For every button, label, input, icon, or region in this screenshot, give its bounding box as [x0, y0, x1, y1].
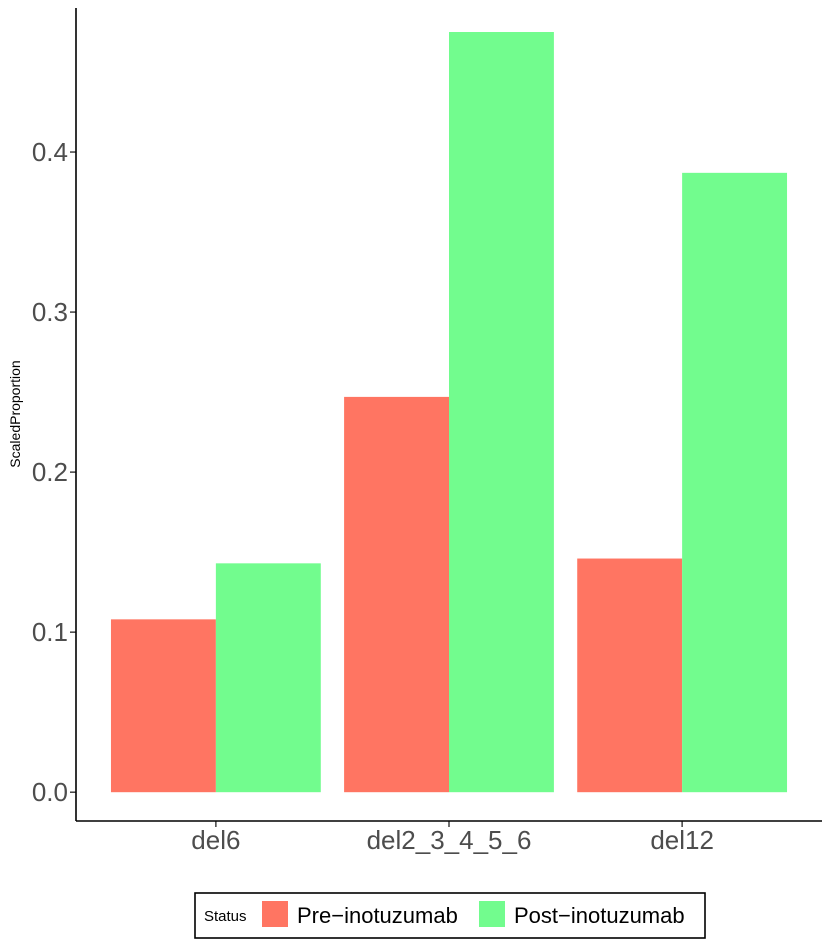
bar-del12-pre: [577, 558, 683, 793]
legend-label-post: Post−inotuzumab: [514, 903, 685, 928]
legend-label-pre: Pre−inotuzumab: [297, 903, 458, 928]
y-tick-label: 0.3: [32, 297, 68, 327]
x-tick-label: del12: [650, 825, 714, 855]
bar-del6-pre: [110, 619, 216, 793]
legend-box: [194, 892, 706, 939]
x-tick-label: del6: [191, 825, 240, 855]
legend-swatch-post: [479, 901, 505, 927]
bar-del2_3_4_5_6-post: [449, 32, 554, 793]
legend: Status Pre−inotuzumab Post−inotuzumab: [194, 892, 706, 939]
y-tick-label: 0.2: [32, 457, 68, 487]
legend-title: Status: [204, 908, 247, 925]
x-axis-ticks: del6 del2_3_4_5_6 del12: [191, 821, 714, 855]
bar-del2_3_4_5_6-pre: [344, 396, 449, 793]
bar-del6-post: [215, 563, 321, 793]
x-tick-label: del2_3_4_5_6: [367, 825, 532, 855]
legend-swatch-pre: [262, 901, 288, 927]
y-tick-label: 0.1: [32, 617, 68, 647]
y-axis-ticks: 0.0 0.1 0.2 0.3 0.4: [32, 137, 76, 807]
bars: [110, 32, 788, 793]
y-tick-label: 0.4: [32, 137, 68, 167]
bar-del12-post: [682, 172, 788, 793]
y-tick-label: 0.0: [32, 777, 68, 807]
y-axis-title: ScaledProportion: [7, 360, 23, 467]
